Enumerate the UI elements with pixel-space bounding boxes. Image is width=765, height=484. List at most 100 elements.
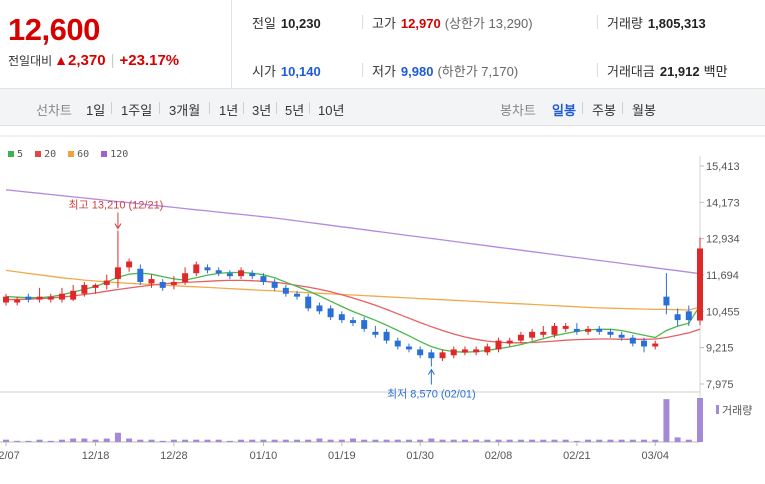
candle-body bbox=[137, 268, 144, 283]
candle-body bbox=[618, 334, 625, 338]
candle-body bbox=[58, 293, 65, 300]
candle-body bbox=[271, 282, 278, 288]
candle-weekly[interactable]: 주봉 bbox=[592, 103, 616, 118]
period-3y[interactable]: 3년 bbox=[252, 103, 272, 118]
x-tick-label: 02/21 bbox=[563, 450, 591, 462]
volume-bar bbox=[58, 439, 65, 442]
volume-bar bbox=[461, 439, 468, 442]
candle-body bbox=[182, 273, 189, 283]
candle-body bbox=[25, 296, 32, 300]
divider bbox=[309, 102, 310, 114]
candle-body bbox=[663, 296, 670, 306]
ma-legend: 5 20 60 120 bbox=[8, 149, 134, 160]
ma5-line bbox=[5, 271, 701, 353]
candle-body bbox=[327, 308, 334, 318]
candle-body bbox=[652, 343, 659, 347]
volume-bar bbox=[607, 439, 614, 442]
divider bbox=[597, 63, 598, 77]
volume-bar bbox=[14, 440, 21, 442]
candle-body bbox=[641, 340, 648, 347]
candle-body bbox=[81, 284, 88, 294]
candle-body bbox=[193, 264, 200, 274]
volume-bar bbox=[170, 439, 177, 442]
volume-bar bbox=[484, 439, 491, 442]
volume-bar bbox=[316, 438, 323, 442]
volume-bar bbox=[215, 439, 222, 442]
y-tick-label: 11,694 bbox=[706, 270, 739, 282]
low-value: 9,980 bbox=[400, 64, 434, 79]
candle-body bbox=[506, 340, 513, 344]
candle-body bbox=[450, 349, 457, 356]
candlestick-chart[interactable]: 15,413 14,173 12,934 11,694 10,455 9,215 7,975… bbox=[0, 126, 765, 484]
legend-swatch-ma60 bbox=[68, 151, 75, 157]
volume-bar bbox=[428, 438, 435, 442]
candle-monthly[interactable]: 월봉 bbox=[632, 103, 656, 118]
candle-body bbox=[484, 346, 491, 353]
y-tick-label: 10,455 bbox=[706, 306, 740, 318]
open-price: 시가 10,140 bbox=[252, 61, 321, 80]
ma60-line bbox=[5, 269, 701, 311]
volume-bar bbox=[473, 439, 480, 442]
candle-body bbox=[529, 331, 536, 338]
change-separator: | bbox=[110, 52, 115, 69]
ma120-line bbox=[5, 189, 701, 275]
open-label: 시가 bbox=[252, 64, 276, 79]
period-3m[interactable]: 3개월 bbox=[169, 103, 201, 118]
volume-bar bbox=[361, 439, 368, 442]
candle-body bbox=[551, 325, 558, 335]
volume-bar bbox=[529, 439, 536, 442]
period-1w[interactable]: 1주일 bbox=[121, 103, 153, 118]
candle-body bbox=[562, 325, 569, 329]
amount-value: 21,912 bbox=[659, 64, 700, 79]
candle-body bbox=[517, 334, 524, 341]
volume-bar bbox=[204, 439, 211, 442]
volume-bar bbox=[294, 439, 301, 442]
high-annotation: 최고 13,210 (12/21) bbox=[69, 199, 164, 212]
upper-limit: (상한가 13,290) bbox=[444, 16, 533, 31]
period-10y[interactable]: 10년 bbox=[318, 103, 345, 118]
volume-bar bbox=[137, 439, 144, 442]
volume-bar bbox=[495, 439, 502, 442]
volume-bar bbox=[652, 439, 659, 442]
candle-body bbox=[36, 296, 43, 300]
period-1d[interactable]: 1일 bbox=[86, 103, 106, 118]
period-5y[interactable]: 5년 bbox=[285, 103, 305, 118]
candle-body bbox=[697, 248, 703, 321]
change-label: 전일대비 bbox=[8, 54, 53, 68]
ma20-line bbox=[5, 279, 701, 344]
divider bbox=[209, 102, 210, 114]
divider bbox=[622, 102, 623, 114]
candle-daily[interactable]: 일봉 bbox=[552, 103, 576, 118]
candle-body bbox=[305, 296, 312, 309]
volume-bar bbox=[674, 437, 681, 442]
volume-bar bbox=[596, 439, 603, 442]
candle-body bbox=[540, 331, 547, 335]
volume-bar bbox=[573, 440, 580, 442]
low-label: 저가 bbox=[372, 64, 396, 79]
volume-bar bbox=[159, 440, 166, 442]
volume-bar bbox=[383, 439, 390, 442]
volume-label: 거래량 bbox=[607, 16, 643, 31]
candle-body bbox=[170, 282, 177, 285]
volume-bar bbox=[540, 439, 547, 442]
volume-bar bbox=[182, 439, 189, 442]
volume-bar bbox=[641, 439, 648, 442]
volume-bar bbox=[25, 440, 32, 442]
volume-value: 1,805,313 bbox=[647, 16, 706, 31]
candle-body bbox=[148, 279, 155, 284]
period-1y[interactable]: 1년 bbox=[219, 103, 239, 118]
candle-body bbox=[215, 270, 222, 274]
volume-bar bbox=[70, 438, 77, 442]
volume-bar bbox=[148, 439, 155, 442]
candle-chart-label: 봉차트 bbox=[500, 103, 536, 118]
volume-bar bbox=[103, 438, 110, 442]
legend-ma5-label: 5 bbox=[17, 149, 24, 160]
divider bbox=[362, 63, 363, 77]
volume-bar bbox=[271, 439, 278, 442]
day-low: 저가 9,980 (하한가 7,170) bbox=[372, 61, 518, 80]
lower-limit: (하한가 7,170) bbox=[437, 64, 519, 79]
x-tick-label: 12/07 bbox=[0, 450, 20, 462]
volume-bar bbox=[697, 398, 703, 442]
divider bbox=[582, 102, 583, 114]
candle-body bbox=[316, 305, 323, 312]
